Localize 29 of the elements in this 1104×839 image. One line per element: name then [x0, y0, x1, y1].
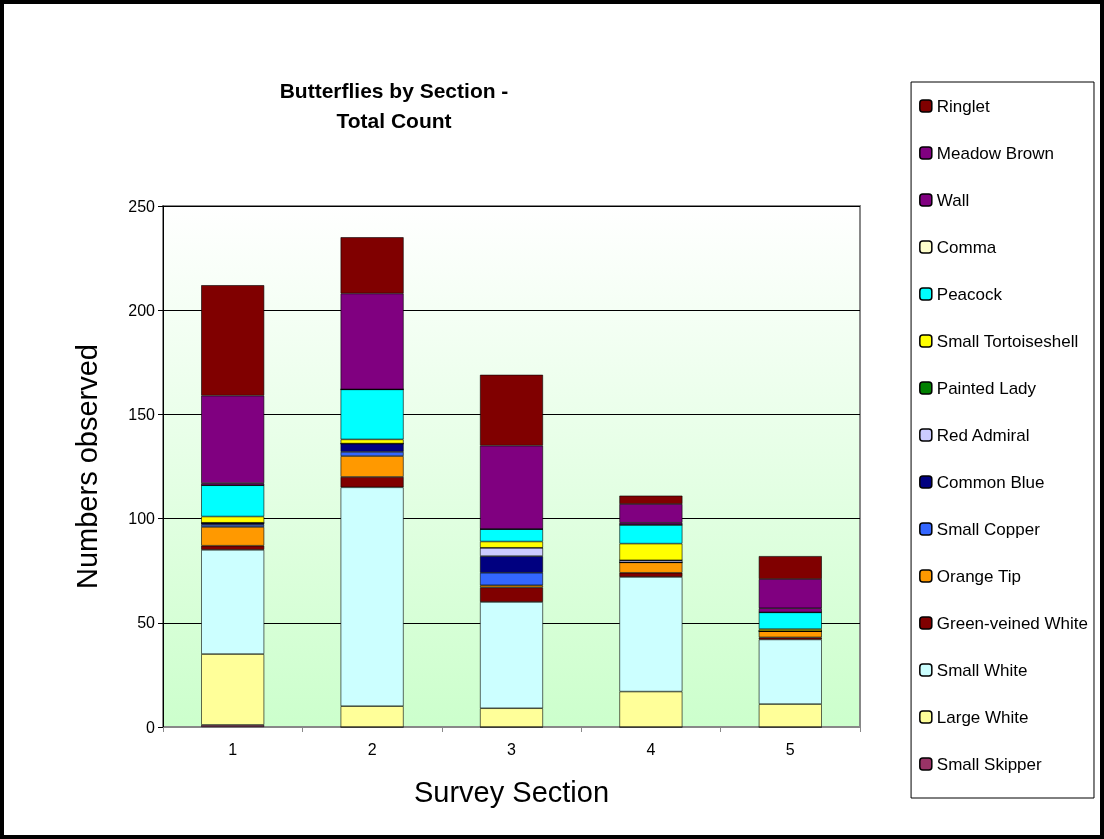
legend-label: Green-veined White: [936, 613, 1089, 633]
y-tick-label: 0: [146, 718, 156, 736]
legend-label: Wall: [936, 190, 970, 210]
x-tick-label: 4: [646, 740, 656, 758]
y-tick-label: 150: [128, 405, 156, 423]
legend-label: Small Skipper: [936, 754, 1043, 774]
legend-label: Painted Lady: [936, 378, 1037, 398]
legend-label: Red Admiral: [936, 425, 1030, 445]
x-tick-label: 5: [785, 740, 795, 758]
x-tick-label: 1: [228, 740, 238, 758]
legend-label: Small Tortoiseshell: [936, 331, 1079, 351]
x-tick-label: 3: [507, 740, 517, 758]
legend-label: Comma: [936, 237, 997, 257]
legend-label: Common Blue: [936, 472, 1045, 492]
legend-label: Small White: [936, 660, 1028, 680]
y-tick-label: 250: [128, 197, 156, 215]
legend-label: Orange Tip: [936, 566, 1021, 586]
legend-label: Meadow Brown: [936, 143, 1054, 163]
legend-label: Large White: [936, 707, 1029, 727]
legend-label: Peacock: [936, 284, 1003, 304]
y-tick-label: 50: [137, 614, 156, 632]
x-axis-title: Survey Section: [413, 775, 610, 808]
x-tick-label: 2: [367, 740, 377, 758]
y-tick-label: 100: [128, 510, 156, 528]
y-axis-title: Numbers observed: [70, 344, 103, 589]
legend-label: Small Copper: [936, 519, 1041, 539]
legend-label: Ringlet: [936, 96, 991, 116]
y-tick-label: 200: [128, 301, 156, 319]
chart-title: Butterflies by Section - Total Count: [279, 78, 509, 132]
